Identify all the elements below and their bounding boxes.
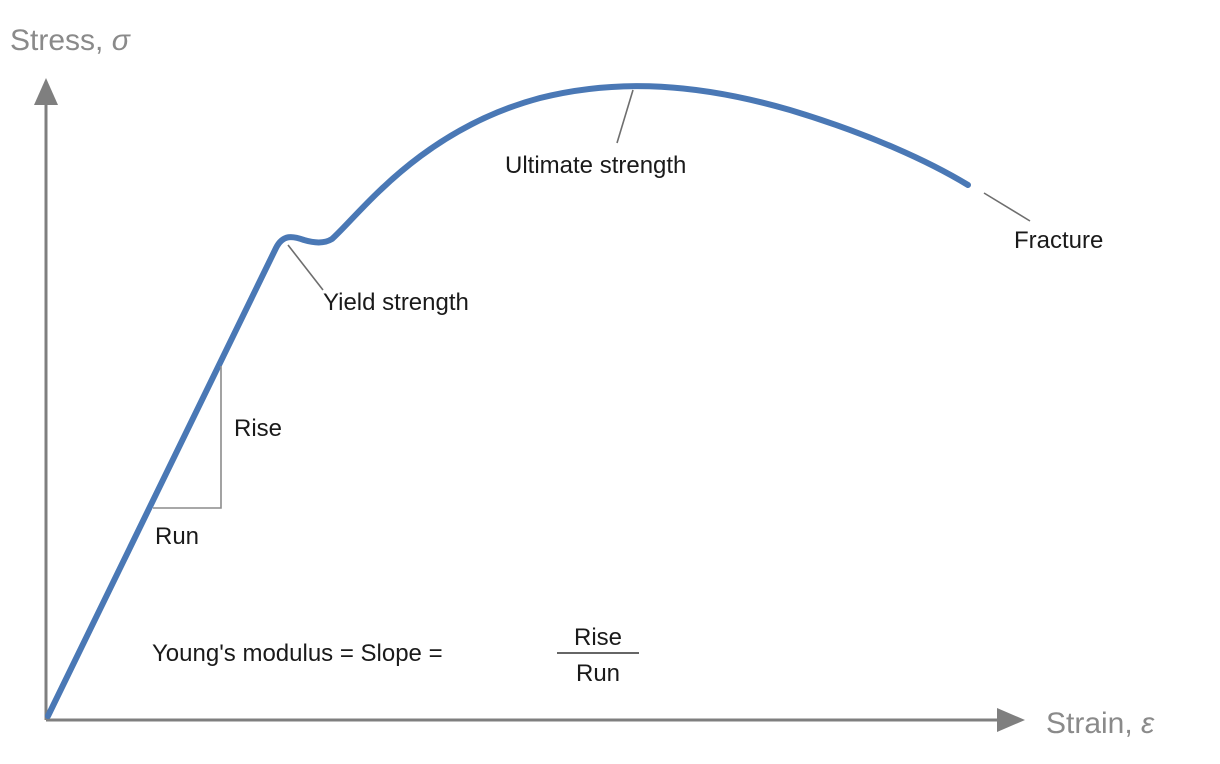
x-axis-title: Strain, ε [1046,707,1155,740]
fracture-label: Fracture [1014,227,1103,254]
formula-denominator: Run [576,660,620,687]
y-axis-arrowhead [34,78,58,105]
slope-triangle-lines [153,366,222,509]
rise-label: Rise [234,415,282,442]
x-axis-arrowhead [997,708,1025,732]
stress-strain-curve [45,83,971,719]
fracture-annotation: Fracture [983,192,1103,254]
ultimate-strength-label: Ultimate strength [505,152,686,179]
run-label: Run [155,523,199,550]
formula-lhs: Young's modulus = Slope = [152,640,443,667]
fracture-leader [983,192,1031,222]
yield-strength-annotation: Yield strength [287,244,469,316]
ultimate-strength-leader [616,89,634,144]
y-axis: Stress, σ [10,24,132,720]
yield-strength-label: Yield strength [323,289,469,316]
y-axis-symbol: σ [112,24,132,57]
ultimate-strength-annotation: Ultimate strength [505,89,686,179]
y-axis-title: Stress, σ [10,24,132,57]
x-axis: Strain, ε [46,707,1155,740]
yield-strength-leader [287,244,324,291]
slope-triangle: Rise Run [153,366,282,550]
formula-numerator: Rise [574,624,622,651]
youngs-modulus-formula: Young's modulus = Slope = Rise Run [152,624,639,687]
y-axis-title-text: Stress, [10,24,112,57]
x-axis-title-text: Strain, [1046,707,1141,740]
x-axis-symbol: ε [1141,707,1155,740]
